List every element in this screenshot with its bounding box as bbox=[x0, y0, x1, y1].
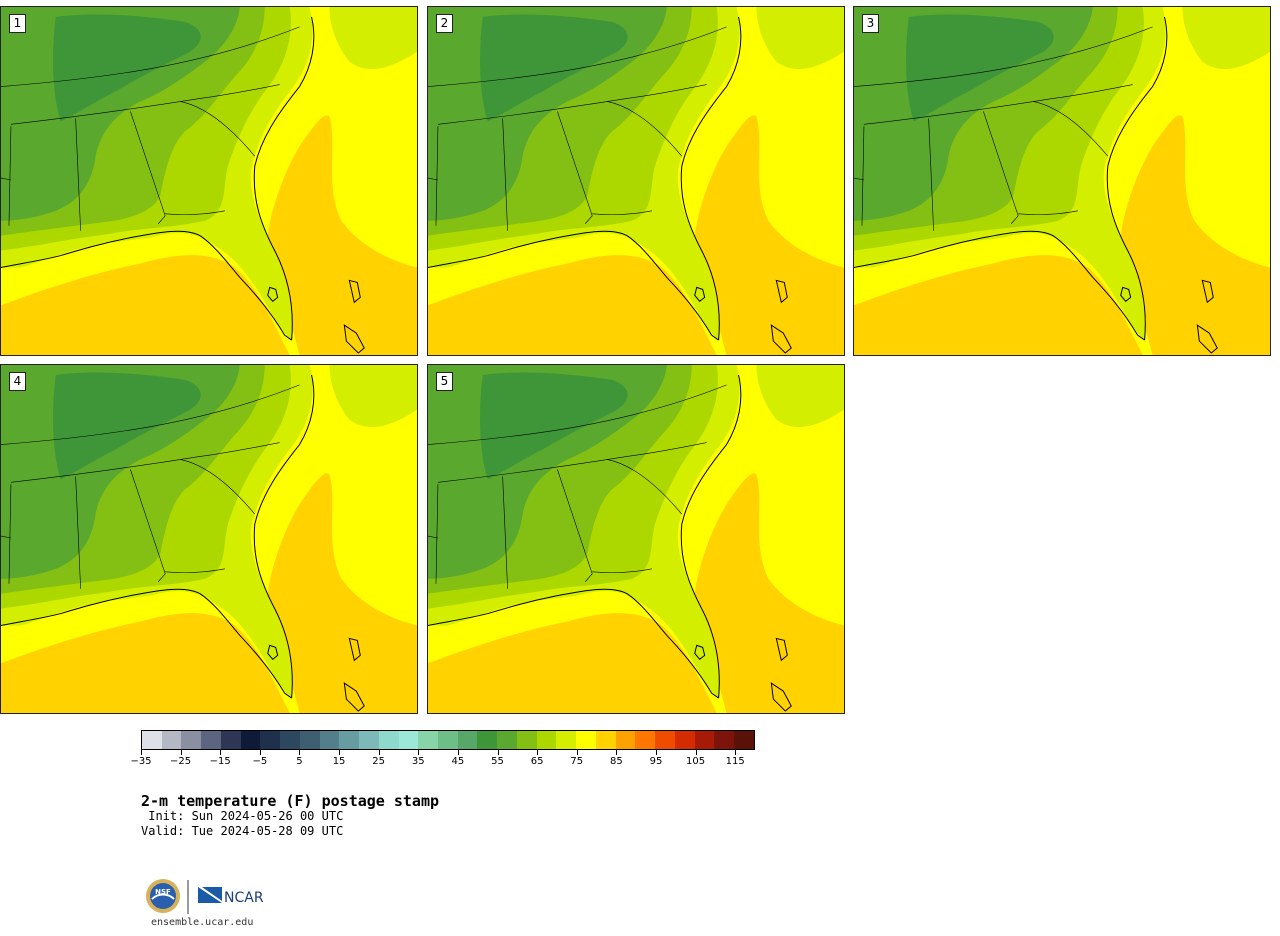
colorbar-segment bbox=[536, 731, 557, 749]
temperature-map-3 bbox=[854, 7, 1270, 355]
colorbar-segment bbox=[674, 731, 695, 749]
colorbar-tick-label: 55 bbox=[491, 756, 504, 767]
colorbar-tick-label: 25 bbox=[372, 756, 386, 767]
sponsor-logos: NSF NCAR bbox=[144, 877, 274, 917]
temperature-colorbar bbox=[141, 730, 755, 750]
colorbar-tick-label: 35 bbox=[411, 756, 425, 767]
stamp-panel-1: 1 bbox=[0, 6, 418, 356]
colorbar-segment bbox=[516, 731, 537, 749]
colorbar-tick-label: −5 bbox=[252, 756, 268, 767]
svg-text:NCAR: NCAR bbox=[224, 890, 264, 906]
temperature-map-5 bbox=[428, 365, 844, 713]
colorbar-segment bbox=[220, 731, 241, 749]
colorbar-tick bbox=[695, 750, 697, 755]
colorbar-tick bbox=[141, 750, 142, 755]
colorbar-segment bbox=[595, 731, 616, 749]
panel-number-label: 5 bbox=[436, 372, 453, 391]
colorbar-segment bbox=[615, 731, 636, 749]
stamp-panel-3: 3 bbox=[853, 6, 1271, 356]
colorbar-segment bbox=[161, 731, 182, 749]
colorbar-tick-label: 65 bbox=[530, 756, 544, 767]
nsf-logo-icon: NSF bbox=[146, 879, 180, 913]
colorbar-tick-label: 85 bbox=[609, 756, 623, 767]
colorbar-tick bbox=[497, 750, 499, 755]
figure-title: 2-m temperature (F) postage stamp bbox=[141, 792, 440, 810]
ncar-logo-icon: NCAR bbox=[198, 887, 264, 906]
colorbar-tick bbox=[576, 750, 578, 755]
colorbar-segment bbox=[438, 731, 458, 749]
colorbar-tick bbox=[259, 750, 261, 755]
colorbar-tick bbox=[735, 750, 737, 755]
colorbar-segment bbox=[378, 731, 399, 749]
colorbar-segment bbox=[260, 731, 281, 749]
colorbar-segment bbox=[201, 731, 221, 749]
colorbar-segment bbox=[240, 731, 261, 749]
panel-number-label: 3 bbox=[862, 14, 879, 33]
colorbar-tick-label: 115 bbox=[725, 756, 745, 767]
colorbar-segment bbox=[181, 731, 202, 749]
panel-number-label: 1 bbox=[9, 14, 26, 33]
panel-number-label: 2 bbox=[436, 14, 453, 33]
colorbar-segment bbox=[497, 731, 517, 749]
colorbar-tick bbox=[537, 750, 539, 755]
panel-number-label: 4 bbox=[9, 372, 26, 391]
stamp-panel-2: 2 bbox=[427, 6, 845, 356]
colorbar-segment bbox=[477, 731, 498, 749]
colorbar-tick-label: −35 bbox=[130, 756, 152, 767]
colorbar-segment bbox=[319, 731, 340, 749]
valid-time: Valid: Tue 2024-05-28 09 UTC bbox=[141, 824, 344, 838]
colorbar-tick-label: −25 bbox=[170, 756, 192, 767]
colorbar-tick-label: 15 bbox=[332, 756, 346, 767]
colorbar-tick-label: 95 bbox=[649, 756, 663, 767]
temperature-map-4 bbox=[1, 365, 417, 713]
colorbar-segment bbox=[398, 731, 419, 749]
colorbar-segment bbox=[655, 731, 675, 749]
colorbar-segment bbox=[339, 731, 360, 749]
colorbar-segment bbox=[734, 731, 754, 749]
colorbar-segment bbox=[556, 731, 577, 749]
colorbar-tick bbox=[457, 750, 459, 755]
colorbar-tick bbox=[180, 750, 182, 755]
colorbar-tick-label: 75 bbox=[570, 756, 584, 767]
colorbar-tick bbox=[220, 750, 222, 755]
colorbar-ticks: −35 −25 −15 −5 5 15 25 35 45 55 65 75 85 95 105 115 bbox=[130, 750, 755, 772]
colorbar-segment bbox=[359, 731, 379, 749]
stamp-panel-4: 4 bbox=[0, 364, 418, 714]
temperature-map-2 bbox=[428, 7, 844, 355]
temperature-map-1 bbox=[1, 7, 417, 355]
colorbar-tick bbox=[339, 750, 341, 755]
colorbar-tick bbox=[378, 750, 380, 755]
colorbar-tick-label: 5 bbox=[296, 756, 303, 767]
colorbar-tick-label: 45 bbox=[451, 756, 465, 767]
colorbar-tick bbox=[418, 750, 420, 755]
colorbar-segment bbox=[457, 731, 478, 749]
svg-text:NSF: NSF bbox=[155, 888, 171, 896]
colorbar-segment bbox=[576, 731, 596, 749]
colorbar-tick-label: −15 bbox=[209, 756, 231, 767]
colorbar-segment bbox=[694, 731, 715, 749]
init-time: Init: Sun 2024-05-26 00 UTC bbox=[141, 809, 344, 823]
colorbar-tick bbox=[299, 750, 301, 755]
colorbar-tick bbox=[655, 750, 657, 755]
colorbar-segment bbox=[635, 731, 656, 749]
colorbar-segment bbox=[418, 731, 439, 749]
stamp-panel-5: 5 bbox=[427, 364, 845, 714]
colorbar-segment bbox=[299, 731, 320, 749]
colorbar-segment bbox=[142, 731, 162, 749]
colorbar-segment bbox=[714, 731, 735, 749]
colorbar-tick-label: 105 bbox=[686, 756, 706, 767]
colorbar-tick bbox=[616, 750, 618, 755]
website-url: ensemble.ucar.edu bbox=[151, 917, 254, 928]
colorbar-segment bbox=[280, 731, 300, 749]
